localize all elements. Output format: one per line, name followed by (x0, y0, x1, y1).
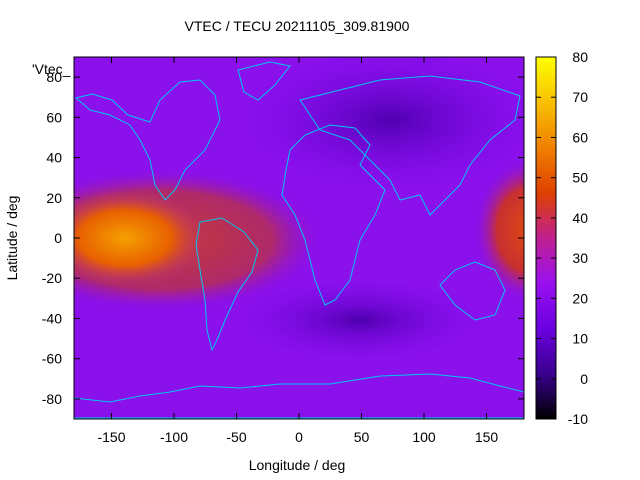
colorbar-tick-label: 30 (572, 250, 588, 266)
y-tick-label: -20 (42, 270, 62, 286)
high-tec-region-pacific (74, 188, 210, 288)
x-tick-label: 0 (295, 429, 303, 445)
y-tick-label: 80 (46, 69, 62, 85)
y-tick-label: 60 (46, 109, 62, 125)
x-tick-label: 50 (354, 429, 370, 445)
y-tick-label: -60 (42, 351, 62, 367)
x-tick-label: 150 (475, 429, 499, 445)
coastlines (74, 61, 524, 419)
y-tick-label: 20 (46, 190, 62, 206)
high-tec-region-asia (475, 160, 524, 300)
y-axis: -80 -60 -40 -20 0 20 40 60 80 (42, 69, 524, 407)
coast-south-america (195, 217, 259, 352)
coast-asia (299, 75, 521, 216)
low-tec-region-south (240, 280, 480, 360)
colorbar-tick-label: 20 (572, 290, 588, 306)
colorbar-tick-label: 50 (572, 170, 588, 186)
colorbar-tick-label: 70 (572, 89, 588, 105)
coast-antarctica (74, 373, 524, 419)
low-tec-region-asia (240, 57, 524, 190)
coast-greenland (237, 61, 291, 101)
key-label: 'Vtec_ (32, 61, 71, 77)
x-axis-label: Longitude / deg (249, 457, 346, 473)
colorbar (535, 56, 557, 420)
y-tick-label: -80 (42, 391, 62, 407)
x-tick-label: 100 (412, 429, 436, 445)
y-axis-label: Latitude / deg (4, 196, 20, 281)
colorbar-tick-label: 40 (572, 210, 588, 226)
chart-title: VTEC / TECU 20211105_309.81900 (185, 18, 410, 34)
x-tick-label: -150 (97, 429, 125, 445)
colorbar-tick-label: 80 (572, 49, 588, 65)
x-tick-label: -100 (160, 429, 188, 445)
x-axis: -150 -100 -50 0 50 100 150 (97, 57, 498, 445)
y-tick-label: -40 (42, 310, 62, 326)
y-tick-label: 40 (46, 150, 62, 166)
colorbar-tick-label: 0 (580, 371, 588, 387)
coast-europe-africa (281, 124, 386, 306)
coast-north-america (74, 79, 221, 201)
colorbar-axis: -10 0 10 20 30 40 50 60 70 80 (536, 49, 588, 427)
x-tick-label: -50 (226, 429, 246, 445)
coast-australia (439, 261, 506, 321)
colorbar-tick-label: -10 (568, 411, 588, 427)
colorbar-tick-label: 60 (572, 129, 588, 145)
heatmap-area (74, 57, 524, 419)
colorbar-tick-label: 10 (572, 331, 588, 347)
y-tick-label: 0 (54, 230, 62, 246)
colorbar-gradient (535, 56, 557, 420)
